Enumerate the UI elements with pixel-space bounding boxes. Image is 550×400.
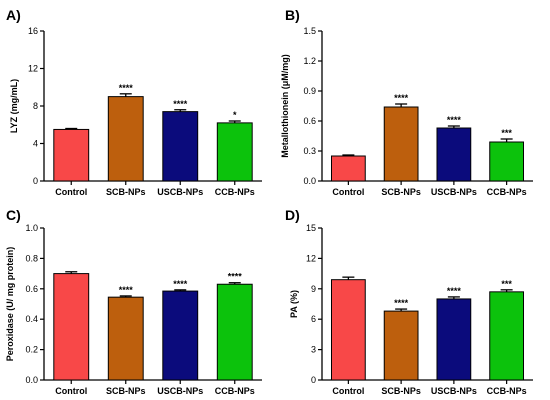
x-tick-label: CCB-NPs [215,386,255,396]
x-tick-label: Control [55,187,87,197]
y-tick-label: 9 [311,284,316,294]
significance-label: **** [394,298,409,308]
x-tick-label: CCB-NPs [487,386,527,396]
bar-control [330,279,366,381]
panel-letter: C) [6,207,21,223]
x-tick-label: USCB-NPs [431,386,477,396]
y-tick-label: 0.6 [25,284,38,294]
y-tick-label: 6 [311,314,316,324]
bar-control [330,155,366,182]
bar-control [53,273,90,381]
x-tick-label: SCB-NPs [381,386,421,396]
bar-ccb-nps [489,291,525,381]
y-tick-label: 0.0 [303,176,316,186]
bar-uscb-nps [162,111,199,182]
y-tick-label: 0.8 [25,253,38,263]
significance-label: **** [228,272,243,282]
panel-1: B) Metallothionein (μM/mg) 0.0 0.3 0.6 0.9 1.2… [280,7,533,197]
panel-2: C) Peroxidase (U/ mg protein) 0.0 0.2 0.4 0.6… [5,207,262,396]
x-tick-label: SCB-NPs [106,386,146,396]
y-tick-label: 12 [306,253,316,263]
x-tick-label: SCB-NPs [381,187,421,197]
significance-label: * [233,110,237,120]
bar-scb-nps [107,296,144,381]
panel-letter: A) [6,7,21,23]
significance-label: **** [173,279,188,289]
significance-label: **** [173,99,188,109]
significance-label: **** [447,115,462,125]
x-tick-label: USCB-NPs [157,386,203,396]
significance-label: *** [501,128,512,138]
bar-ccb-nps [489,141,525,182]
panel-letter: B) [285,7,300,23]
panel-3: D) PA (%) 0 3 6 9 12 15 Control **** SCB-NPs **** US… [285,207,533,396]
bar-uscb-nps [436,298,472,381]
x-tick-label: CCB-NPs [487,187,527,197]
x-tick-label: SCB-NPs [106,187,146,197]
bar-scb-nps [383,310,419,381]
bar-control [53,128,90,182]
x-tick-label: CCB-NPs [215,187,255,197]
significance-label: **** [394,93,409,103]
y-tick-label: 0.3 [303,146,316,156]
y-tick-label: 1.5 [303,26,316,36]
bar-uscb-nps [162,290,199,381]
x-tick-label: Control [332,386,364,396]
y-tick-label: 1.2 [303,56,316,66]
y-tick-label: 0 [311,375,316,385]
significance-label: *** [501,279,512,289]
y-tick-label: 15 [306,223,316,233]
y-tick-label: 16 [28,26,38,36]
bar-ccb-nps [216,283,253,381]
significance-label: **** [447,286,462,296]
y-tick-label: 0.2 [25,345,38,355]
x-tick-label: Control [332,187,364,197]
significance-label: **** [119,285,134,295]
x-tick-label: USCB-NPs [431,187,477,197]
bar-uscb-nps [436,127,472,182]
y-tick-label: 8 [33,101,38,111]
bar-scb-nps [107,96,144,182]
y-axis-label: Metallothionein (μM/mg) [280,54,290,158]
y-axis-label: LYZ (mg/mL) [9,79,19,133]
y-tick-label: 0.4 [25,314,38,324]
y-tick-label: 0.0 [25,375,38,385]
y-tick-label: 3 [311,345,316,355]
y-tick-label: 1.0 [25,223,38,233]
y-axis-label: Peroxidase (U/ mg protein) [5,247,15,362]
y-tick-label: 0.6 [303,116,316,126]
significance-label: **** [119,83,134,93]
bar-scb-nps [383,106,419,182]
y-axis-label: PA (%) [289,290,299,318]
y-tick-label: 0.9 [303,86,316,96]
panel-letter: D) [285,207,300,223]
bar-ccb-nps [216,122,253,182]
y-tick-label: 4 [33,139,38,149]
x-tick-label: Control [55,386,87,396]
x-tick-label: USCB-NPs [157,187,203,197]
panel-0: A)LYZ (mg/mL)0481216Control****SCB-NPs**… [6,7,262,197]
y-tick-label: 0 [33,176,38,186]
y-tick-label: 12 [28,64,38,74]
